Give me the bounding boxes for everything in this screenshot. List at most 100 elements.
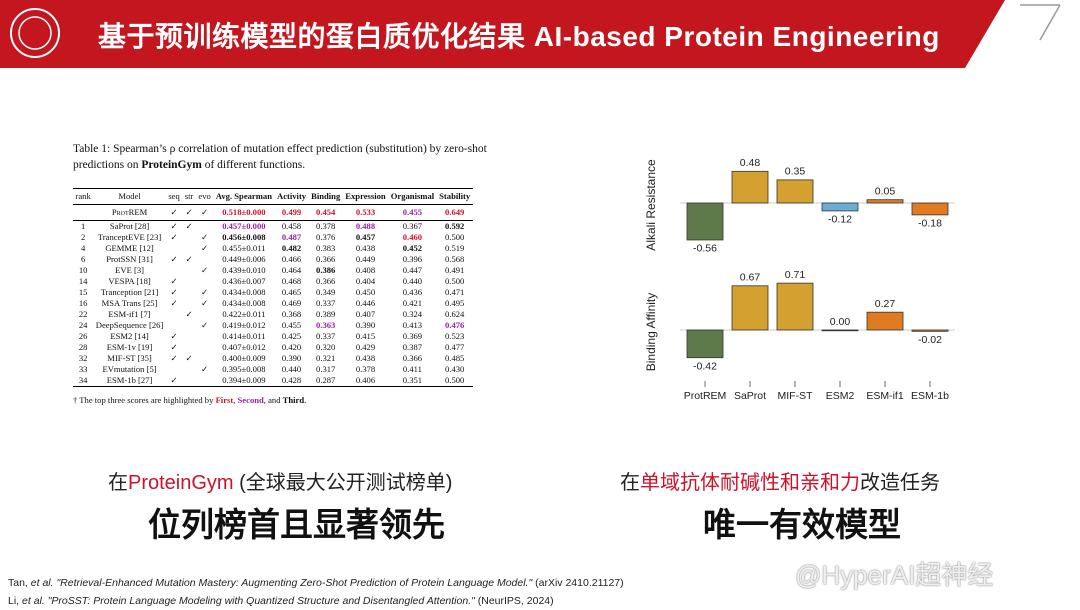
ref-text: et al.: [30, 577, 54, 589]
table-cell: 0.439±0.010: [222, 265, 266, 275]
table-cell: 0.519: [445, 243, 465, 253]
table-row: 14 VESPA [18] ✓ 0.436±0.007 0.468 0.366 0.404 0…: [73, 276, 473, 287]
table-cell: 0.487: [281, 232, 302, 242]
table-cell: 0.446: [355, 298, 376, 308]
table-cell: GEMME [12]: [105, 243, 154, 253]
table-cell: TranceptEVE [23]: [97, 232, 162, 242]
table-cell: 0.400±0.009: [222, 353, 266, 363]
table-cell: 0.422±0.011: [222, 309, 266, 319]
table-cell: 0.376: [316, 232, 336, 242]
table-cell: ✓: [185, 221, 193, 231]
table-cell: 0.414±0.011: [222, 331, 266, 341]
value-label: -0.42: [693, 361, 717, 373]
table-cell: 0.449±0.006: [222, 254, 266, 264]
table-cell: 0.452: [402, 243, 423, 253]
table-cell: 0.491: [445, 265, 465, 275]
bar: [686, 329, 724, 359]
table-cell: 0.500: [445, 276, 465, 286]
footnote-text: .: [304, 395, 307, 405]
table-cell: 32: [78, 353, 88, 363]
table-cell: 0.499: [281, 207, 302, 217]
table-cell: 0.420: [281, 342, 302, 352]
table-cell: 0.369: [402, 331, 423, 341]
column-header: str: [184, 191, 194, 201]
caption-lead: 在单域抗体耐碱性和亲和力改造任务: [620, 466, 940, 495]
table-row: 22 ESM-if1 [7] ✓ 0.422±0.011 0.368 0.389 0.407…: [73, 309, 473, 320]
table-cell: 14: [78, 276, 88, 286]
bar: [776, 282, 814, 331]
table-cell: 0.287: [316, 375, 336, 385]
footnote-text: First: [215, 395, 234, 405]
ref-text: Tan,: [8, 577, 31, 589]
table-header: rank Model seq str evo Avg. Spearman Activity B…: [73, 188, 473, 205]
table-cell: 0.456±0.008: [222, 232, 266, 242]
bar: [866, 199, 904, 204]
value-label: -0.12: [828, 214, 852, 226]
bar: [686, 202, 724, 241]
table-cell: SaProt [28]: [109, 221, 150, 231]
table-cell: ✓: [185, 207, 193, 217]
table-cell: 0.430: [445, 364, 465, 374]
table-row: 1 SaProt [28] ✓ ✓ 0.457±0.000 0.458 0.378 0.488…: [73, 221, 473, 233]
table-cell: 0.425: [281, 331, 302, 341]
table-cell: 0.455: [281, 320, 302, 330]
table-cell: 0.488: [355, 221, 376, 231]
table-cell: 0.378: [355, 364, 376, 374]
x-tick-label: ESM-1b: [911, 390, 949, 402]
table-cell: 0.500: [445, 232, 465, 242]
table-cell: 0.317: [316, 364, 336, 374]
table-cell: ✓: [170, 232, 178, 242]
table-cell: 0.419±0.012: [222, 320, 266, 330]
table-cell: ✓: [200, 207, 209, 217]
table-cell: 0.320: [316, 342, 336, 352]
ref-text: Li,: [8, 595, 23, 607]
bar: [821, 202, 859, 212]
ref-text: (NeurIPS, 2024): [474, 595, 554, 607]
table-cell: 0.440: [281, 364, 302, 374]
caption-lead: 在ProteinGym (全球最大公开测试榜单): [108, 466, 452, 495]
table-cell: ✓: [170, 207, 178, 217]
table-cell: 0.321: [316, 353, 336, 363]
value-label: 0.00: [830, 316, 851, 328]
value-label: -0.56: [693, 243, 717, 255]
logo: [10, 8, 60, 58]
table-cell: 0.468: [281, 276, 302, 286]
table-cell: 1: [80, 221, 86, 231]
ref-text: et al.: [22, 595, 45, 607]
value-label: 0.67: [740, 272, 761, 284]
table-cell: ✓: [200, 287, 209, 297]
y-axis-label: Alkali Resistance: [644, 159, 658, 251]
table-cell: 10: [78, 265, 88, 275]
table-cell: 0.390: [281, 353, 302, 363]
table-cell: MIF-ST [35]: [107, 353, 152, 363]
table-cell: ESM-1b [27]: [106, 375, 153, 385]
bar: [911, 329, 949, 332]
table-cell: ✓: [170, 276, 178, 286]
table-cell: 0.464: [281, 265, 302, 275]
lead-text: (全球最大公开测试榜单): [233, 472, 453, 494]
table-cell: ✓: [200, 232, 209, 242]
table-cell: 4: [80, 243, 86, 253]
lead-text: 在: [620, 472, 640, 494]
table-cell: 24: [78, 320, 88, 330]
table-row: 16 MSA Trans [25] ✓ ✓ 0.434±0.008 0.469 0.337 0…: [73, 298, 473, 309]
table-cell: 0.395±0.008: [222, 364, 266, 374]
lead-highlight: 单域抗体耐碱性和亲和力: [640, 472, 860, 494]
table-cell: 0.450: [355, 287, 376, 297]
column-header: evo: [198, 191, 211, 201]
bar: [866, 311, 904, 331]
table-cell: ✓: [170, 298, 178, 308]
watermark: @HyperAI超神经: [795, 560, 994, 590]
table-cell: ✓: [200, 298, 209, 308]
table-cell: ✓: [200, 265, 209, 275]
table-cell: 0.457±0.000: [222, 221, 266, 231]
column-header: Expression: [345, 191, 386, 201]
bar: [731, 170, 769, 204]
reference: Li, et al. "ProSST: Protein Language Mod…: [8, 595, 554, 607]
x-tick-label: ProtREM: [684, 390, 727, 402]
lead-highlight: ProteinGym: [128, 472, 234, 494]
table-cell: 0.337: [316, 298, 336, 308]
table-cell: 0.408: [355, 265, 376, 275]
caption-text: ProteinGym: [141, 159, 202, 171]
table-cell: 0.460: [402, 232, 423, 242]
